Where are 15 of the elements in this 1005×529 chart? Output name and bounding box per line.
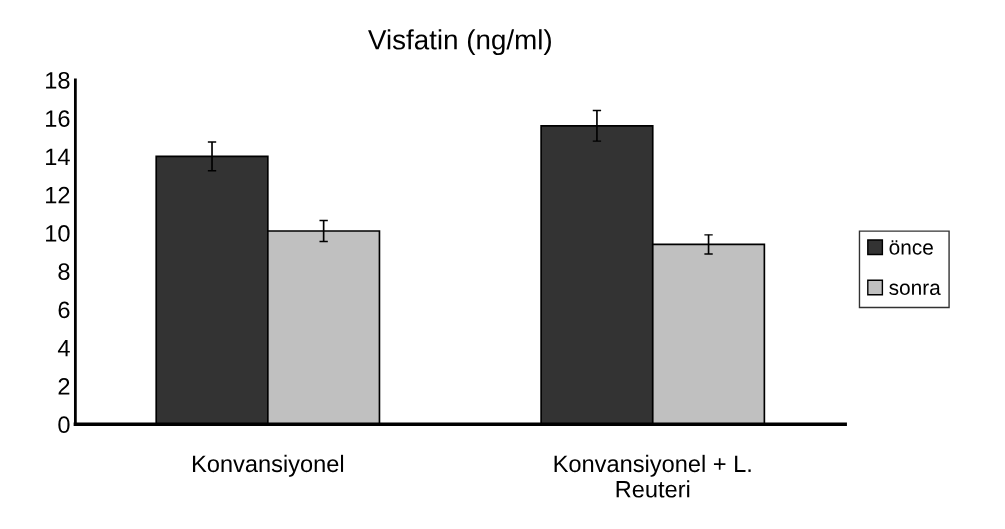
- y-tick-label: 16: [46, 110, 70, 127]
- x-tick-label: Konvansiyonel + L. Reuteri: [554, 454, 751, 498]
- legend-label: sonra: [889, 283, 941, 296]
- y-tick-label: 12: [46, 186, 70, 204]
- y-tick-label: 6: [58, 301, 70, 319]
- y-tick-label: 14: [46, 148, 70, 165]
- y-tick-label: 10: [46, 225, 70, 242]
- y-tick-label: 18: [46, 71, 70, 89]
- y-tick-label: 8: [58, 263, 70, 280]
- y-tick-label: 2: [58, 378, 70, 395]
- legend-label: önce: [889, 240, 933, 255]
- y-tick-label: 0: [58, 416, 70, 434]
- chart-title: Visfatin (ng/ml): [368, 29, 551, 56]
- y-tick-label: 4: [57, 340, 70, 357]
- x-tick-label: Konvansiyonel: [192, 454, 344, 477]
